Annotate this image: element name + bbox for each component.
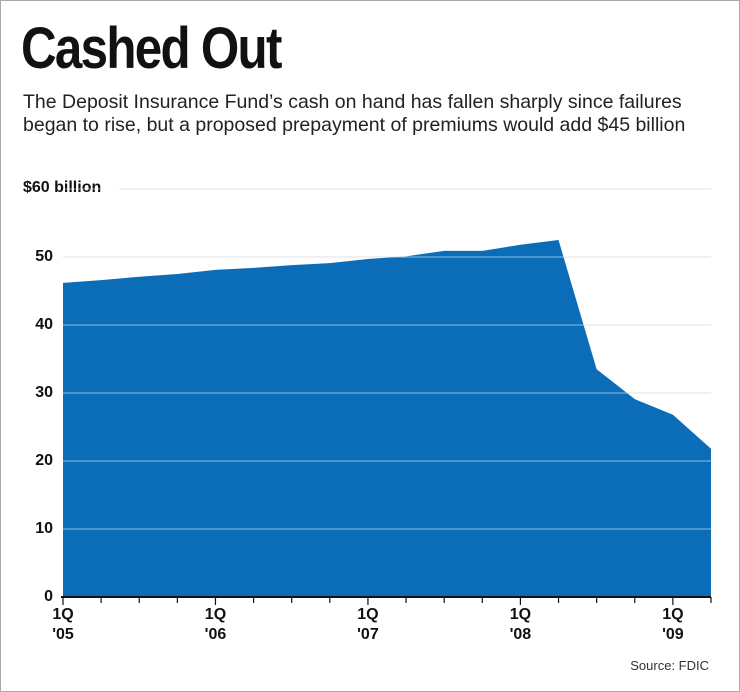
chart-title: Cashed Out [21, 16, 282, 81]
y-tick-label: 50 [35, 248, 53, 265]
y-tick-label: 30 [35, 384, 53, 401]
x-tick-label: 1Q '07 [357, 606, 379, 643]
source-note: Source: FDIC [630, 658, 709, 673]
chart-subtitle: The Deposit Insurance Fund’s cash on han… [23, 91, 686, 136]
area [63, 240, 711, 597]
y-tick-label: 0 [44, 588, 53, 605]
x-tick-label: 1Q '06 [204, 606, 227, 643]
x-tick-label: 1Q '05 [52, 606, 74, 643]
y-tick-label: 40 [35, 316, 53, 333]
y-tick-label: 20 [35, 452, 53, 469]
x-tick-label: 1Q '09 [662, 606, 684, 643]
y-tick-label: $60 billion [23, 179, 101, 196]
y-tick-label: 10 [35, 520, 53, 537]
x-tick-label: 1Q '08 [509, 606, 532, 643]
